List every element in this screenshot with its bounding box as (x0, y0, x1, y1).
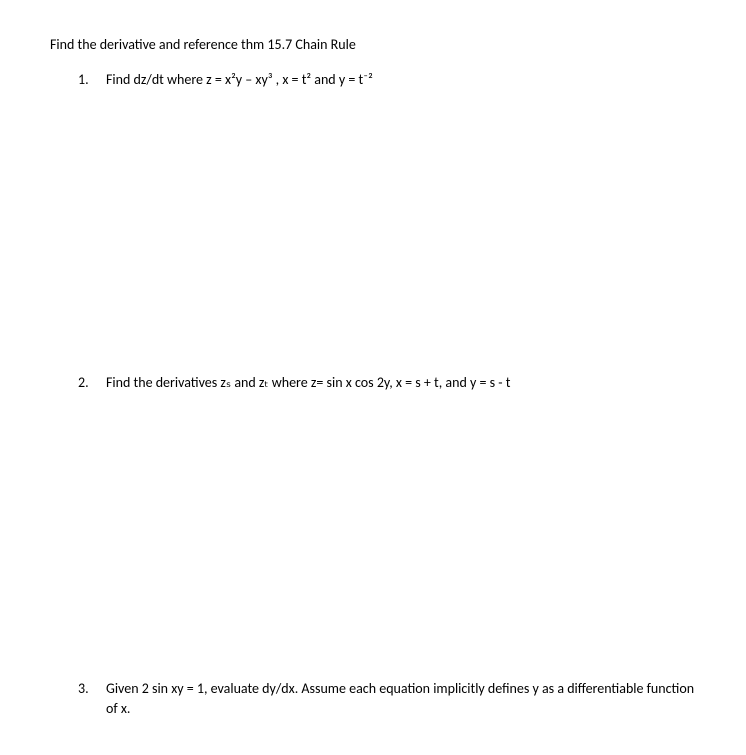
problem-1: 1. Find dz/dt where z = x²y – xy³ , x = … (50, 71, 696, 88)
problem-3: 3. Given 2 sin xy = 1, evaluate dy/dx. A… (50, 679, 696, 718)
problem-number-2: 2. (78, 374, 102, 391)
problem-text-1: Find dz/dt where z = x²y – xy³ , x = t² … (106, 71, 696, 88)
problem-2: 2. Find the derivatives zₛ and zₜ where … (50, 374, 696, 391)
problem-number-1: 1. (78, 71, 102, 88)
page-title: Find the derivative and reference thm 15… (50, 36, 696, 53)
problem-text-3: Given 2 sin xy = 1, evaluate dy/dx. Assu… (106, 679, 696, 718)
problem-text-2: Find the derivatives zₛ and zₜ where z= … (106, 374, 696, 391)
problem-number-3: 3. (78, 679, 102, 718)
